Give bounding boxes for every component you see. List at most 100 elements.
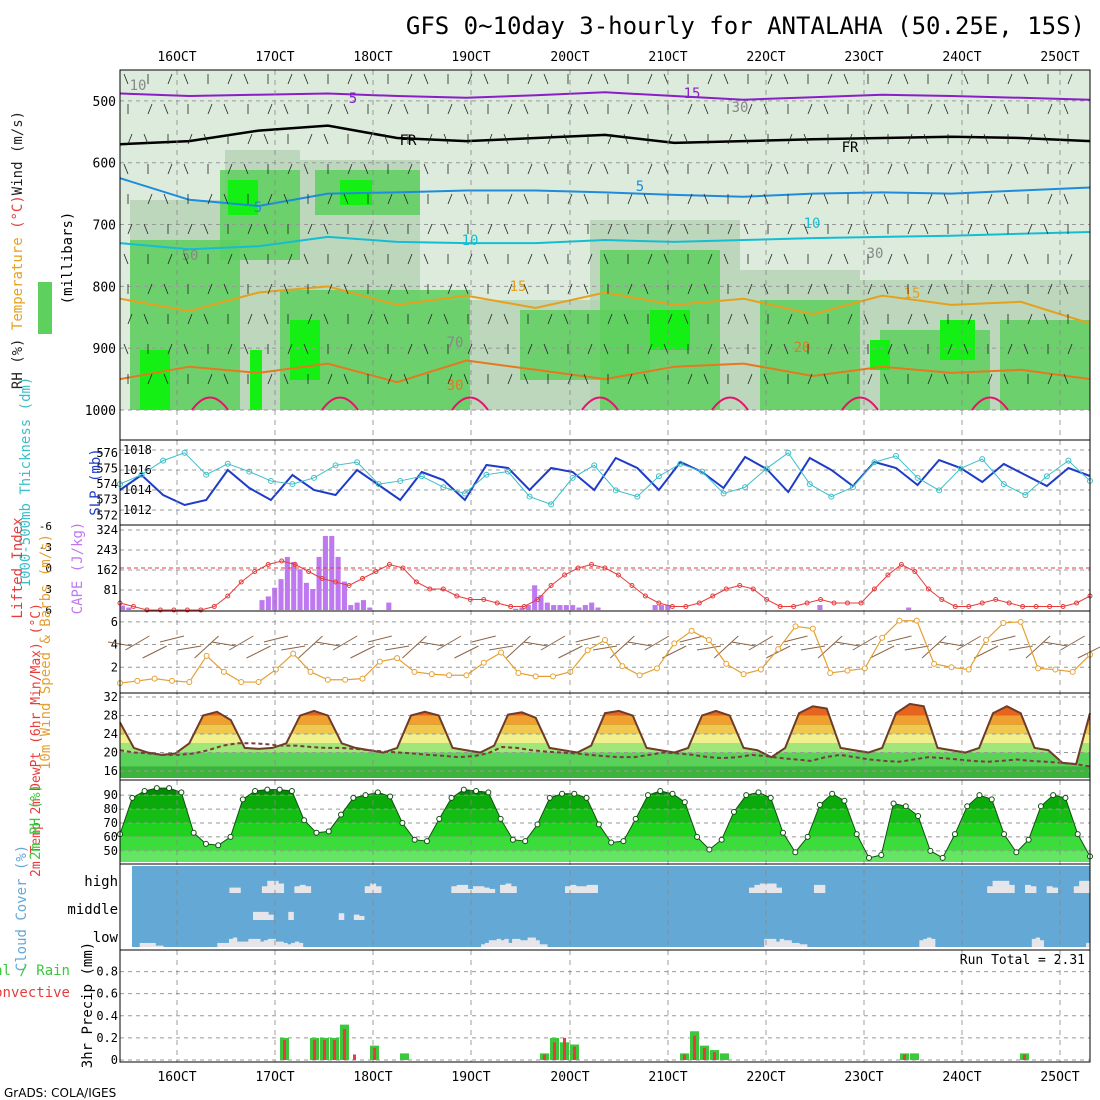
- thickness-marker: [1043, 473, 1050, 480]
- cloud-cell: [467, 888, 474, 893]
- rh-marker: [534, 821, 541, 828]
- wind10-marker: [307, 668, 314, 675]
- wind-barb: [843, 163, 849, 175]
- wind-barb: [567, 193, 573, 205]
- li-marker: [386, 562, 392, 567]
- temp-band: [120, 715, 1090, 725]
- li-marker: [252, 569, 258, 574]
- wind-barb: [423, 343, 429, 355]
- wind-barb: [947, 343, 953, 355]
- wind-barb: [1067, 163, 1073, 175]
- wind-barb: [663, 73, 669, 85]
- wind-barb: [507, 283, 513, 295]
- wind-barb: [1007, 253, 1013, 265]
- wind-barb: [1007, 343, 1013, 355]
- wind-barb: [807, 373, 813, 385]
- wind-barb: [243, 253, 249, 265]
- thickness-marker: [440, 484, 447, 491]
- wind10-barb: [904, 645, 929, 651]
- li-marker: [589, 562, 595, 567]
- wind-barb: [167, 253, 173, 265]
- wind-barb: [147, 193, 153, 205]
- li-marker: [1047, 604, 1053, 609]
- wind-barb: [867, 373, 873, 385]
- rh-band: [120, 836, 1090, 851]
- wind-barb: [427, 313, 433, 325]
- rh-marker: [755, 789, 762, 796]
- cloud-cell: [1031, 938, 1037, 947]
- wind-barb: [927, 103, 933, 115]
- wind-barb: [987, 193, 993, 205]
- wind10-barb: [142, 645, 167, 659]
- li-marker: [481, 597, 487, 602]
- wind10-barb: [817, 635, 843, 659]
- cape-bar: [665, 605, 671, 610]
- rh-marker: [411, 836, 418, 843]
- wind-barb: [307, 223, 313, 235]
- precip-total-bar: [400, 1053, 409, 1060]
- wind-barb: [867, 283, 873, 295]
- panel-border: [119, 949, 1091, 1063]
- li-marker: [346, 583, 352, 588]
- cloud-cell: [267, 880, 274, 893]
- cloud-cell: [1008, 884, 1015, 893]
- cloud-cell: [535, 940, 540, 947]
- wind-barb: [747, 103, 753, 115]
- cloud-cell: [1046, 886, 1053, 893]
- wind-barb: [183, 73, 189, 85]
- wind-barb: [867, 103, 873, 115]
- contour-line: [119, 91, 1091, 101]
- cloud-cell: [275, 941, 280, 947]
- wind-barb: [1007, 73, 1013, 85]
- rh-marker: [129, 794, 136, 801]
- cape-bar: [329, 535, 335, 610]
- wind10-barb: [887, 635, 912, 643]
- wind-barb: [443, 223, 449, 235]
- cloud-cell: [271, 938, 277, 947]
- x-tick-bottom-label: 17OCT: [255, 1070, 294, 1085]
- cloud-ylabel-group: Cloud Cover (%): [14, 845, 30, 971]
- wind10-barb: [263, 635, 289, 643]
- wind10-marker: [757, 666, 764, 673]
- cape-bar: [367, 607, 373, 610]
- cloud-cell: [248, 938, 253, 947]
- wind-barb: [883, 103, 889, 115]
- wind-barb: [387, 193, 393, 205]
- wind-barb: [623, 313, 629, 325]
- wind10-marker: [671, 640, 678, 647]
- wind-barb: [387, 283, 393, 295]
- contour-label: 30: [732, 100, 749, 116]
- contour-30-arc: [451, 396, 489, 411]
- upper-axis-label: RH (%) Temperature (°C)Wind (m/s): [10, 111, 26, 389]
- wind-barb: [207, 283, 213, 295]
- rh-marker: [595, 821, 602, 828]
- wind10-marker: [1069, 668, 1076, 675]
- wind-barb: [447, 283, 453, 295]
- wind-barb: [163, 283, 169, 295]
- li-tick-label: 6: [45, 604, 52, 617]
- wind-barb: [943, 283, 949, 295]
- rh-marker: [841, 797, 848, 804]
- li-marker: [562, 572, 568, 578]
- rh-marker: [1013, 849, 1020, 856]
- precip-conv-bar: [563, 1037, 566, 1060]
- thickness-marker: [893, 452, 899, 459]
- li-tick-label: -6: [39, 520, 52, 533]
- wind-barb: [683, 133, 689, 145]
- wind-barb: [943, 373, 949, 385]
- precip-conv-bar: [353, 1054, 356, 1060]
- thickness-marker: [699, 468, 705, 475]
- cloud-cell: [531, 937, 536, 947]
- wind10-barb: [627, 641, 652, 647]
- cloud-cell: [358, 915, 365, 920]
- rh-tick-label: 70: [104, 816, 118, 830]
- cloud-cell: [263, 940, 269, 947]
- cloud-cell: [1079, 880, 1086, 893]
- y-tick-label: 500: [93, 95, 116, 110]
- cloud-cell: [478, 886, 485, 893]
- wind-barb: [583, 103, 589, 115]
- wind-barb: [967, 313, 973, 325]
- wind-barb: [167, 343, 173, 355]
- li-tick-label: 0: [45, 562, 52, 575]
- li-marker: [737, 583, 743, 588]
